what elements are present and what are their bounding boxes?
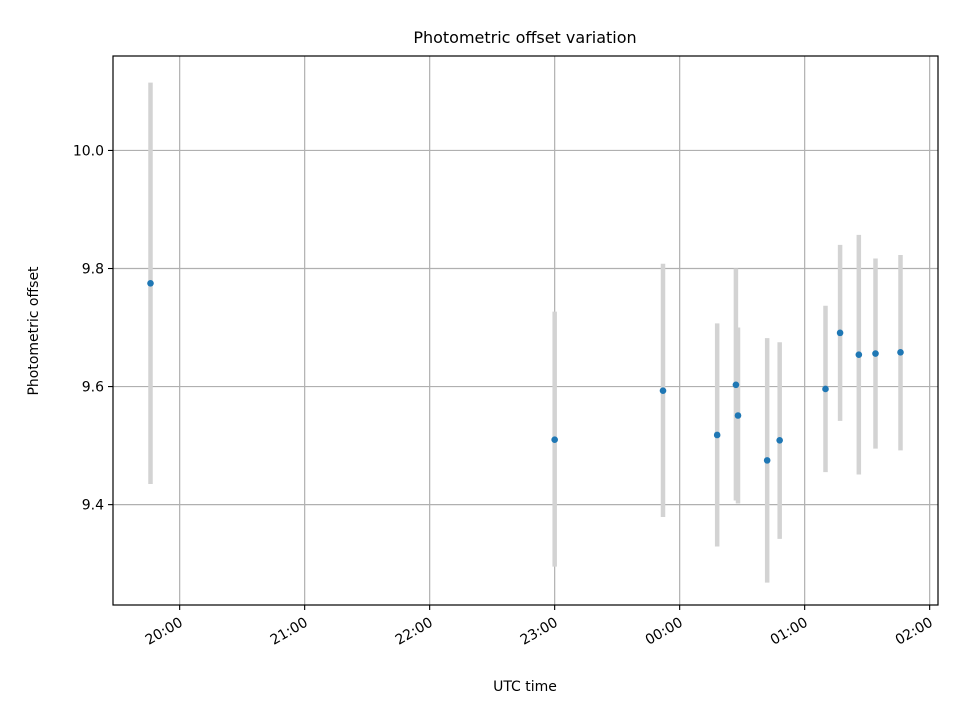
- grid: [113, 56, 938, 605]
- data-point: [713, 431, 721, 439]
- data-point: [659, 387, 667, 395]
- x-tick-label: 23:00: [518, 615, 561, 649]
- y-tick-label: 9.6: [82, 380, 104, 396]
- data-point: [822, 385, 829, 393]
- data-point: [776, 437, 783, 444]
- x-tick-label: 01:00: [768, 615, 811, 649]
- x-tick-label: 20:00: [143, 615, 186, 649]
- y-axis-label: Photometric offset: [26, 266, 42, 396]
- data-point: [897, 349, 904, 356]
- data-point: [763, 457, 771, 464]
- x-tick-label: 02:00: [893, 615, 936, 649]
- axis-ticks: 20:00 21:00 22:00 23:00 00:00 01:00 02:00 9.4 9.…: [73, 143, 936, 648]
- y-tick-label: 9.4: [82, 498, 104, 514]
- data-point: [551, 436, 558, 444]
- x-axis-label: UTC time: [493, 679, 557, 695]
- x-tick-label: 00:00: [643, 615, 686, 649]
- data-point: [732, 381, 740, 389]
- data-point: [734, 412, 742, 419]
- data-point: [147, 279, 154, 287]
- data-point: [872, 350, 879, 357]
- plot-frame: [112, 55, 939, 606]
- data-point: [836, 329, 844, 337]
- chart-title: Photometric offset variation: [413, 28, 636, 47]
- error-bars: [148, 82, 903, 583]
- data-point: [855, 351, 863, 359]
- x-tick-label: 21:00: [268, 615, 311, 649]
- y-tick-label: 9.8: [82, 262, 104, 278]
- x-tick-label: 22:00: [393, 615, 436, 649]
- y-tick-label: 10.0: [73, 143, 104, 159]
- data-points: [147, 279, 904, 464]
